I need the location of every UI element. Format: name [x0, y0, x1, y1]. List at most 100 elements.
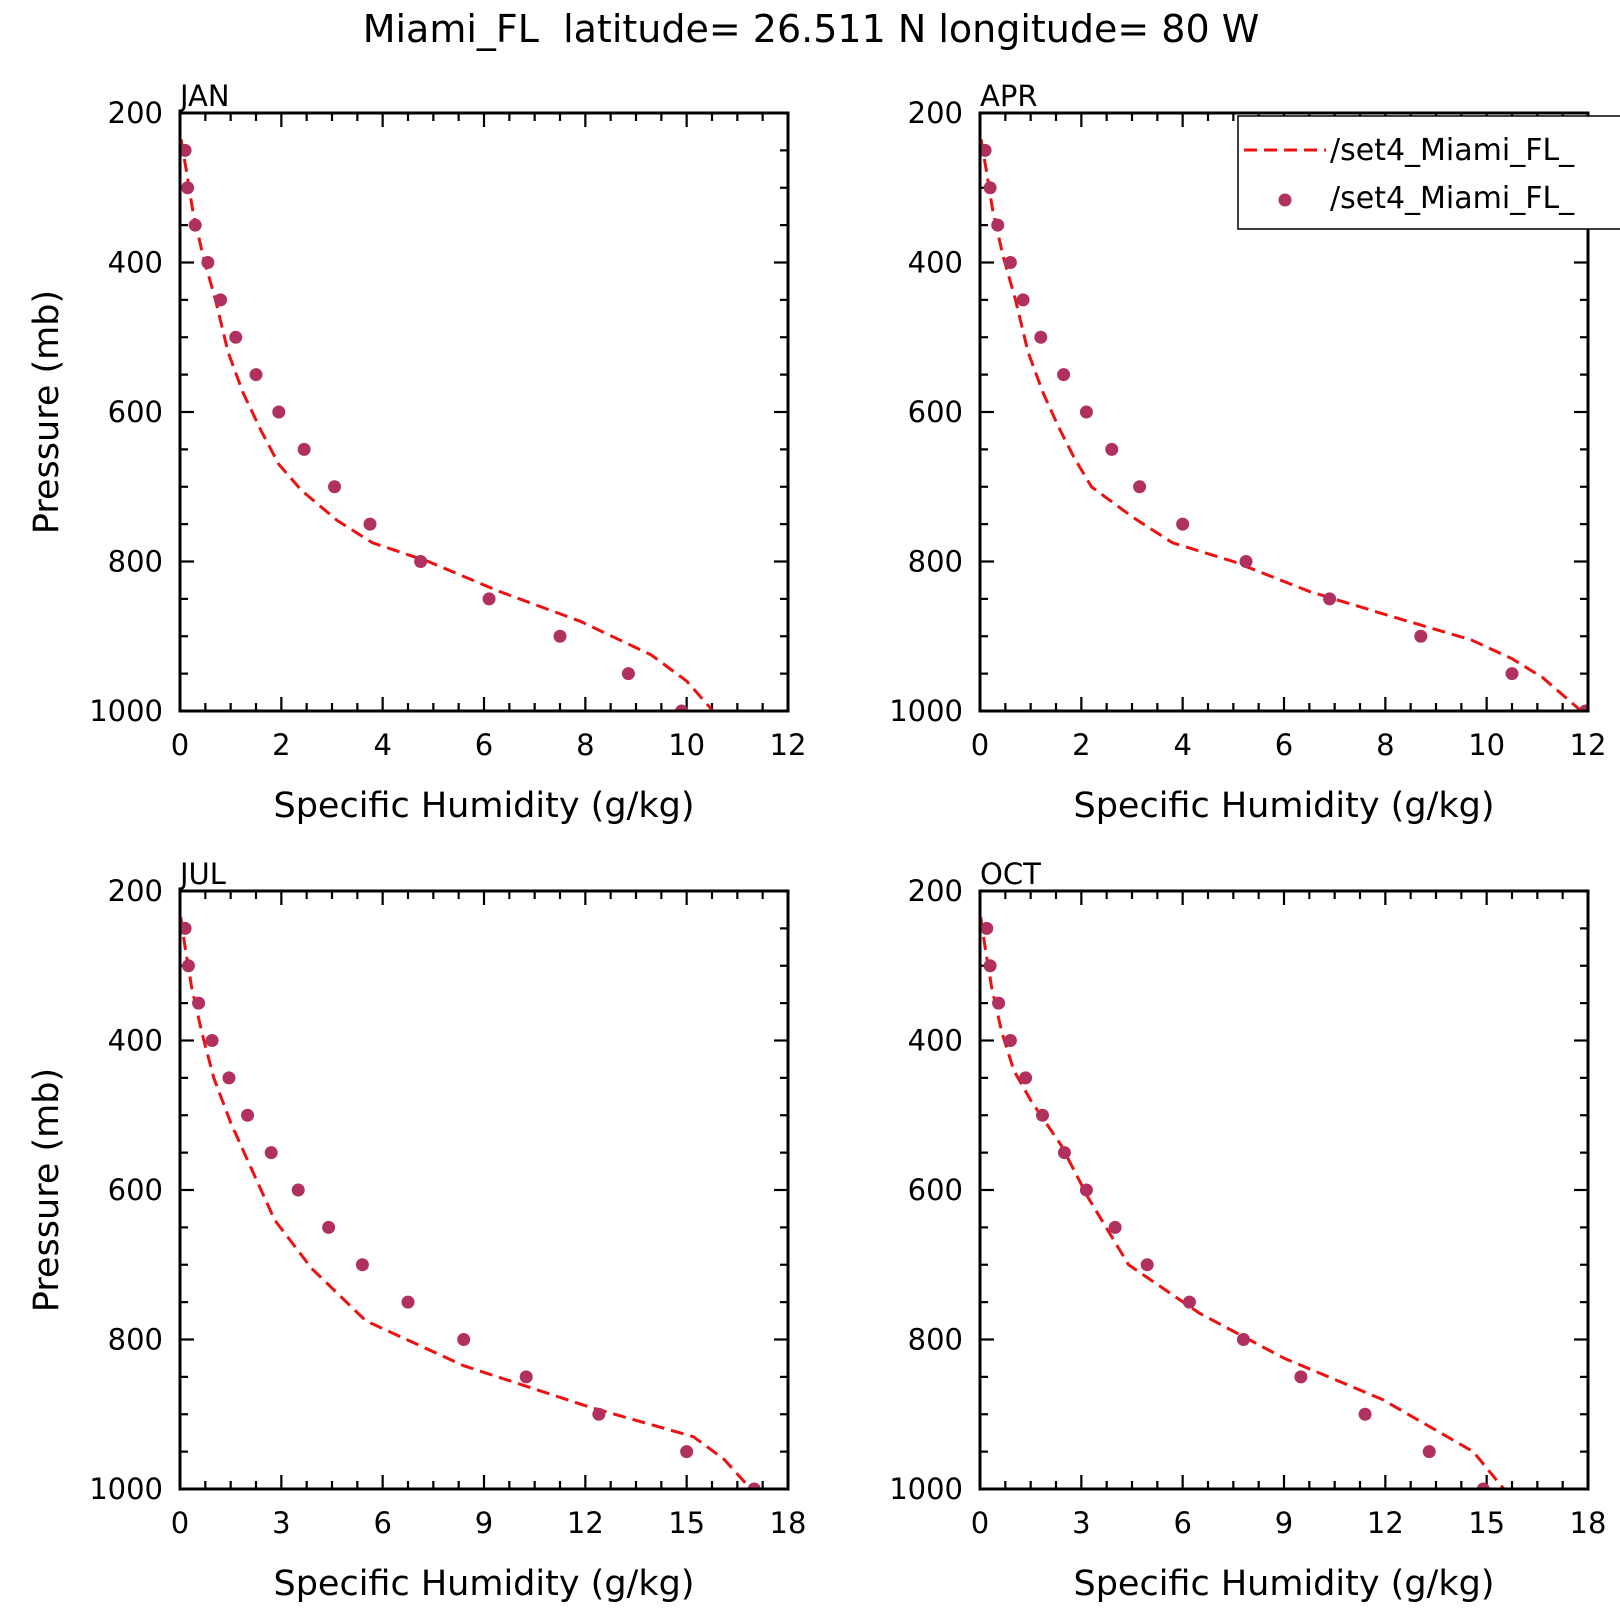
x-tick-label: 6	[475, 728, 493, 762]
obs-point	[1422, 1445, 1436, 1459]
obs-point	[983, 959, 997, 973]
x-tick-label: 10	[668, 728, 705, 762]
x-tick-label: 3	[272, 1506, 290, 1540]
obs-point	[1140, 1258, 1154, 1272]
obs-point	[355, 1258, 369, 1272]
plot-area	[980, 916, 1506, 1489]
obs-point	[482, 592, 496, 606]
x-tick-label: 0	[971, 1506, 989, 1540]
obs-point	[401, 1295, 415, 1309]
obs-point	[229, 330, 243, 344]
obs-point	[181, 181, 195, 195]
plot-area	[980, 138, 1588, 711]
x-tick-label: 12	[1570, 728, 1607, 762]
obs-point	[991, 218, 1005, 232]
legend-model-label: /set4_Miami_FL_	[1330, 133, 1575, 168]
panel-label: OCT	[980, 857, 1041, 891]
obs-point	[222, 1071, 236, 1085]
x-tick-label: 2	[272, 728, 290, 762]
y-tick-label: 800	[108, 1323, 163, 1357]
y-tick-label: 1000	[889, 1472, 963, 1506]
panel-jan: JAN 0 2 4 6 8 10 12 200 400 600 800 1000 Specific Hum…	[27, 79, 806, 826]
y-tick-label: 600	[908, 1173, 963, 1207]
x-tick-label: 0	[971, 728, 989, 762]
model-series-line	[180, 138, 716, 711]
obs-point	[1019, 1071, 1033, 1085]
x-axis-label: Specific Humidity (g/kg)	[274, 1564, 695, 1604]
obs-point	[1505, 667, 1519, 681]
obs-point	[1578, 704, 1588, 711]
panel-label: JAN	[178, 79, 230, 113]
obs-point	[1108, 1220, 1122, 1234]
y-tick-label: 1000	[89, 694, 163, 728]
panel-jul: JUL 0 3 6 9 12 15 18 200 400 600 800 1000 Specific Hu…	[27, 857, 806, 1604]
x-tick-label: 9	[475, 1506, 493, 1540]
y-tick-label: 200	[908, 874, 963, 908]
panel-oct: OCT 0 3 6 9 12 15 18 200 400 600 800 1000 Specific Hu…	[889, 857, 1606, 1604]
x-tick-label: 12	[770, 728, 807, 762]
obs-point	[1105, 442, 1119, 456]
y-tick-label: 200	[108, 96, 163, 130]
y-tick-label: 800	[908, 1323, 963, 1357]
y-axis-label: Pressure (mb)	[27, 1068, 67, 1312]
x-tick-label: 12	[1367, 1506, 1404, 1540]
y-tick-label: 800	[108, 545, 163, 579]
x-tick-label: 12	[567, 1506, 604, 1540]
obs-point	[181, 959, 195, 973]
x-tick-label: 3	[1072, 1506, 1090, 1540]
obs-point	[980, 921, 994, 935]
obs-point	[675, 704, 689, 711]
x-tick-label: 6	[1275, 728, 1293, 762]
obs-point	[519, 1370, 533, 1384]
obs-point	[322, 1220, 336, 1234]
x-axis-label: Specific Humidity (g/kg)	[1074, 786, 1495, 826]
obs-point	[264, 1146, 278, 1160]
y-tick-label: 600	[908, 395, 963, 429]
x-tick-label: 10	[1468, 728, 1505, 762]
x-axis-label: Specific Humidity (g/kg)	[1074, 1564, 1495, 1604]
model-series-line	[980, 138, 1584, 711]
obs-point	[205, 1034, 219, 1047]
obs-point	[1294, 1370, 1308, 1384]
legend-box	[1237, 115, 1620, 230]
y-tick-label: 1000	[889, 694, 963, 728]
x-tick-label: 8	[1376, 728, 1394, 762]
x-tick-label: 9	[1275, 1506, 1293, 1540]
y-tick-label: 800	[908, 545, 963, 579]
y-tick-label: 200	[908, 96, 963, 130]
x-tick-label: 6	[373, 1506, 391, 1540]
obs-point	[592, 1407, 606, 1421]
y-tick-label: 600	[108, 1173, 163, 1207]
obs-point	[297, 442, 311, 456]
obs-point	[1057, 1146, 1071, 1160]
obs-point	[1239, 555, 1253, 568]
x-tick-label: 15	[668, 1506, 705, 1540]
x-tick-label: 8	[576, 728, 594, 762]
obs-point	[1182, 1295, 1196, 1309]
obs-point	[1003, 1034, 1017, 1047]
obs-point	[980, 143, 992, 157]
panel-label: JUL	[178, 857, 226, 891]
obs-point	[214, 293, 228, 307]
obs-point	[328, 480, 342, 494]
obs-point	[180, 143, 192, 157]
obs-point	[1003, 256, 1017, 269]
plot-frame	[178, 889, 790, 1491]
obs-point	[363, 517, 377, 531]
model-series-line	[980, 916, 1506, 1489]
x-tick-label: 2	[1072, 728, 1090, 762]
x-tick-label: 15	[1468, 1506, 1505, 1540]
obs-point	[188, 218, 202, 232]
obs-point	[983, 181, 997, 195]
obs-point	[1176, 517, 1190, 531]
obs-point	[1323, 592, 1337, 606]
obs-point	[1035, 1108, 1049, 1122]
obs-point	[457, 1333, 471, 1346]
y-tick-label: 400	[908, 1024, 963, 1058]
obs-point	[1079, 405, 1093, 419]
x-tick-label: 18	[1570, 1506, 1607, 1540]
obs-point	[241, 1108, 255, 1122]
panel-label: APR	[980, 79, 1037, 113]
obs-point	[1016, 293, 1030, 307]
